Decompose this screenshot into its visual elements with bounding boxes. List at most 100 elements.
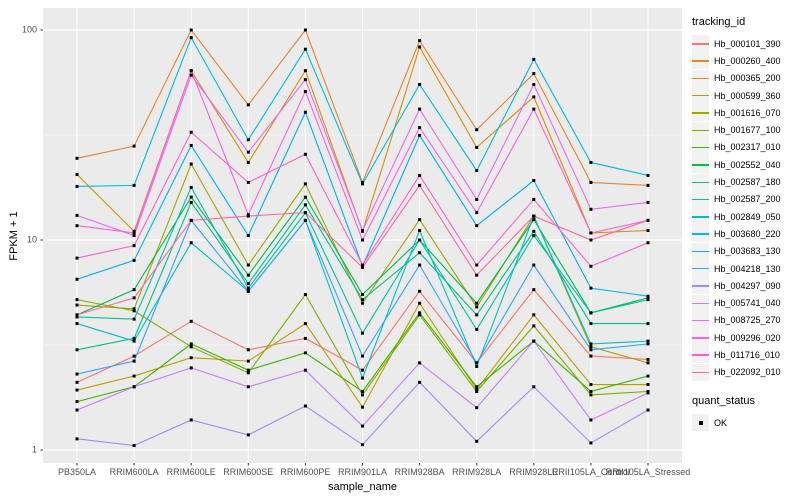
- data-point-Hb_003683_130: [532, 179, 536, 183]
- data-point-Hb_000365_200: [246, 160, 250, 164]
- data-point-Hb_003680_220: [132, 183, 136, 187]
- data-point-Hb_002587_200: [475, 327, 479, 331]
- data-point-Hb_022092_010: [361, 265, 364, 269]
- data-point-Hb_005741_040: [361, 424, 364, 428]
- x-tick-label-RRIM928BA: RRIM928BA: [394, 467, 445, 477]
- data-point-Hb_002849_050: [189, 241, 193, 245]
- data-point-Hb_002587_180: [132, 336, 136, 340]
- data-point-Hb_002849_050: [132, 339, 136, 343]
- data-point-Hb_000101_390: [361, 368, 364, 372]
- data-point-Hb_002552_040: [132, 288, 136, 292]
- data-point-Hb_003680_220: [475, 169, 479, 173]
- data-point-Hb_022092_010: [418, 183, 422, 187]
- data-point-Hb_011716_010: [532, 197, 536, 201]
- x-axis-title: sample_name: [327, 481, 398, 493]
- data-point-Hb_009296_020: [475, 211, 479, 215]
- legend-label-Hb_002587_180: Hb_002587_180: [714, 177, 781, 188]
- legend-key-Hb_001677_100: [692, 121, 709, 139]
- data-point-Hb_001677_100: [418, 313, 422, 317]
- data-point-Hb_008725_270: [246, 150, 250, 154]
- data-point-Hb_000599_360: [532, 313, 536, 317]
- data-point-Hb_000599_360: [418, 301, 422, 305]
- legend-key-Hb_002587_180: [692, 173, 709, 191]
- y-tick-label-100: 100: [21, 24, 37, 35]
- legend-color-line-icon: [692, 337, 709, 339]
- legend-key-Hb_002317_010: [692, 138, 709, 156]
- data-point-Hb_003683_130: [303, 110, 307, 114]
- data-point-Hb_000365_200: [418, 45, 422, 49]
- data-point-Hb_003680_220: [418, 83, 422, 87]
- x-tick-label-RRIM600PE: RRIM600PE: [280, 467, 331, 477]
- legend-color-line-icon: [692, 146, 709, 149]
- data-point-Hb_003680_220: [246, 138, 250, 142]
- data-point-Hb_005741_040: [475, 406, 479, 410]
- data-point-Hb_011716_010: [303, 152, 307, 156]
- data-point-Hb_004218_130: [589, 348, 593, 352]
- legend-color-line-icon: [692, 285, 709, 287]
- data-point-Hb_002587_200: [589, 311, 593, 315]
- data-point-Hb_000599_360: [75, 388, 79, 392]
- legend-label-Hb_008725_270: Hb_008725_270: [714, 315, 781, 326]
- legend-color-line-icon: [692, 181, 709, 183]
- legend-key-Hb_008725_270: [692, 311, 709, 329]
- data-point-Hb_008725_270: [361, 228, 364, 232]
- legend-key-Hb_005741_040: [692, 294, 709, 312]
- x-tick-label-RRIM901LA: RRIM901LA: [337, 467, 388, 477]
- legend-item-Hb_002849_050: Hb_002849_050: [692, 208, 798, 226]
- data-point-Hb_011716_010: [589, 264, 593, 268]
- data-point-Hb_000599_360: [246, 359, 250, 363]
- data-point-Hb_000260_400: [646, 183, 650, 187]
- data-point-Hb_000599_360: [132, 374, 136, 378]
- legend-color-line-icon: [692, 216, 709, 218]
- data-point-Hb_000101_390: [189, 319, 193, 323]
- data-point-Hb_000101_390: [303, 336, 307, 340]
- legend-title-tracking-id: tracking_id: [692, 16, 746, 28]
- data-point-Hb_002552_040: [532, 218, 536, 222]
- data-point-Hb_001616_070: [475, 305, 479, 309]
- legend-item-Hb_000101_390: Hb_000101_390: [692, 35, 798, 53]
- legend-label-Hb_000101_390: Hb_000101_390: [714, 38, 781, 49]
- data-point-Hb_001677_100: [246, 371, 250, 375]
- legend-label-Hb_000365_200: Hb_000365_200: [714, 73, 781, 84]
- data-point-Hb_022092_010: [303, 211, 307, 215]
- data-point-Hb_004297_090: [646, 408, 650, 412]
- data-point-Hb_022092_010: [132, 296, 136, 300]
- data-point-Hb_002849_050: [589, 342, 593, 346]
- data-point-Hb_002317_010: [189, 342, 193, 346]
- legend-key-Hb_000599_360: [692, 87, 709, 105]
- data-point-Hb_002849_050: [75, 322, 79, 326]
- data-point-Hb_004218_130: [361, 354, 364, 358]
- data-point-Hb_002552_040: [189, 195, 193, 199]
- legend-title-quant-status: quant_status: [692, 394, 755, 407]
- data-point-Hb_000101_390: [246, 348, 250, 352]
- data-point-Hb_005741_040: [646, 391, 650, 395]
- legend-item-Hb_004218_130: Hb_004218_130: [692, 260, 798, 277]
- data-point-Hb_003683_130: [646, 294, 650, 298]
- data-point-Hb_001677_100: [475, 389, 479, 393]
- data-point-Hb_000365_200: [303, 69, 307, 73]
- data-point-Hb_000101_390: [75, 380, 79, 384]
- data-point-Hb_001616_070: [646, 361, 650, 365]
- legend-item-Hb_002587_200: Hb_002587_200: [692, 190, 798, 208]
- legend-key-Hb_002849_050: [692, 208, 709, 226]
- legend-item-Hb_000599_360: Hb_000599_360: [692, 87, 798, 105]
- legend-color-line-icon: [692, 302, 709, 304]
- legend-key-Hb_000101_390: [692, 35, 709, 53]
- data-point-Hb_001616_070: [361, 301, 364, 305]
- legend-label-Hb_001616_070: Hb_001616_070: [714, 107, 781, 118]
- legend-color-line-icon: [692, 198, 709, 201]
- legend-item-ok: OK: [692, 414, 798, 432]
- x-tick-label-RRIM600LE: RRIM600LE: [166, 467, 216, 477]
- legend-key-Hb_003683_130: [692, 242, 709, 260]
- data-point-Hb_003683_130: [75, 277, 79, 281]
- legend-item-Hb_004297_090: Hb_004297_090: [692, 277, 798, 295]
- data-point-Hb_022092_010: [475, 273, 479, 277]
- legend-label-Hb_000260_400: Hb_000260_400: [714, 55, 781, 66]
- data-point-Hb_005741_040: [532, 339, 536, 343]
- data-point-Hb_001677_100: [75, 298, 79, 302]
- data-point-Hb_003680_220: [189, 36, 193, 40]
- legend-color-line-icon: [692, 60, 709, 62]
- data-point-Hb_002587_200: [646, 298, 650, 302]
- data-point-Hb_011716_010: [246, 180, 250, 184]
- legend-label-Hb_005741_040: Hb_005741_040: [714, 298, 781, 309]
